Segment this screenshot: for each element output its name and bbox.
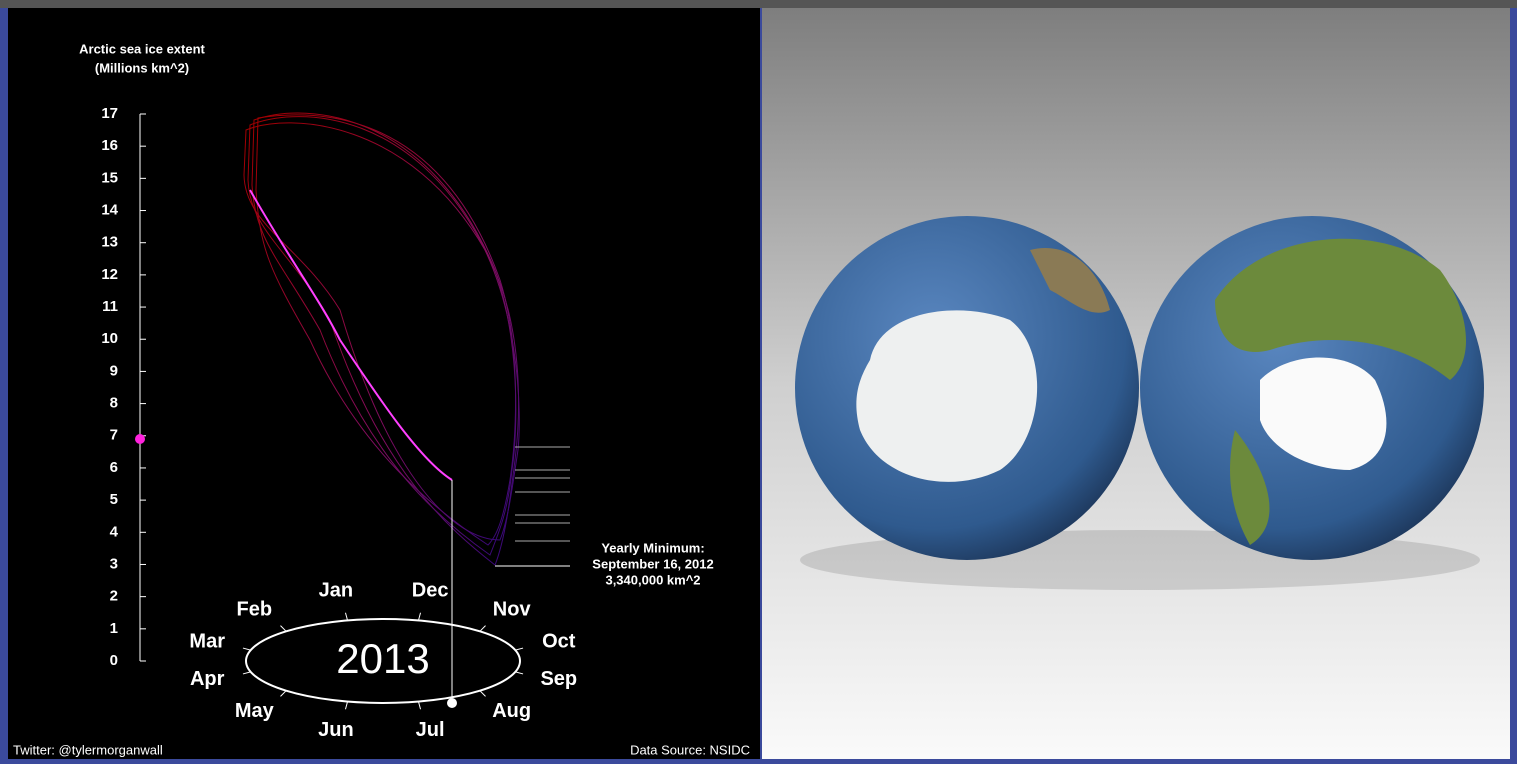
y-tick-label: 7 (110, 427, 118, 444)
antarctic-ice (856, 310, 1038, 482)
month-label: Oct (542, 631, 576, 653)
month-label: Sep (540, 668, 577, 690)
land (1030, 248, 1110, 313)
month-tick (417, 701, 422, 710)
y-tick-label: 16 (101, 137, 118, 154)
y-tick-label: 1 (110, 620, 118, 637)
y-tick-label: 0 (110, 652, 118, 669)
month-tick (417, 612, 422, 621)
month-label: Jul (416, 719, 445, 741)
current-year-line (249, 189, 453, 481)
y-tick-label: 15 (101, 169, 118, 186)
month-tick (280, 690, 287, 697)
month-tick (280, 625, 287, 632)
month-tick (479, 625, 486, 632)
month-label: May (235, 700, 275, 722)
axis-title: Arctic sea ice extent (79, 41, 205, 56)
month-tick (344, 701, 349, 710)
current-marker (135, 433, 145, 444)
source: Data Source: NSIDC (630, 742, 750, 757)
calendar-ring (245, 618, 521, 704)
y-tick-label: 9 (110, 362, 118, 379)
y-tick-label: 5 (110, 491, 118, 508)
month-tick (242, 671, 251, 675)
y-tick-label: 14 (101, 201, 118, 218)
month-tick (515, 671, 524, 675)
arctic-ice (1260, 357, 1387, 470)
y-tick-label: 17 (101, 105, 118, 122)
annotation: September 16, 2012 (592, 556, 713, 571)
y-tick-label: 11 (102, 298, 118, 315)
month-label: Nov (493, 598, 532, 620)
month-label: Feb (237, 598, 273, 620)
y-tick-label: 2 (110, 588, 118, 605)
y-tick-label: 10 (101, 330, 118, 347)
month-tick (515, 647, 524, 651)
y-tick-label: 13 (101, 234, 118, 251)
axis-title: (Millions km^2) (95, 60, 189, 75)
month-label: Apr (190, 668, 225, 690)
y-tick-label: 3 (110, 555, 118, 572)
month-label: Jan (319, 580, 353, 602)
y-tick-label: 4 (110, 523, 119, 540)
month-label: Mar (189, 631, 225, 653)
y-tick-label: 6 (110, 459, 118, 476)
month-tick (344, 612, 349, 621)
year: 2013 (336, 635, 429, 682)
yearly-min-lines (495, 446, 570, 567)
month-label: Jun (318, 719, 354, 741)
annotation: Yearly Minimum: (601, 540, 704, 555)
y-tick-label: 12 (101, 266, 118, 283)
chart-panel (8, 8, 760, 759)
credit: Twitter: @tylermorganwall (13, 742, 163, 757)
month-tick (479, 690, 486, 697)
month-tick (242, 647, 251, 651)
land (1215, 238, 1467, 380)
date-dot (447, 698, 457, 708)
month-label: Aug (492, 700, 531, 722)
top-bar (0, 0, 1517, 8)
y-tick-label: 8 (110, 395, 118, 412)
month-label: Dec (412, 580, 449, 602)
annotation: 3,340,000 km^2 (605, 572, 700, 587)
land (1230, 430, 1270, 545)
